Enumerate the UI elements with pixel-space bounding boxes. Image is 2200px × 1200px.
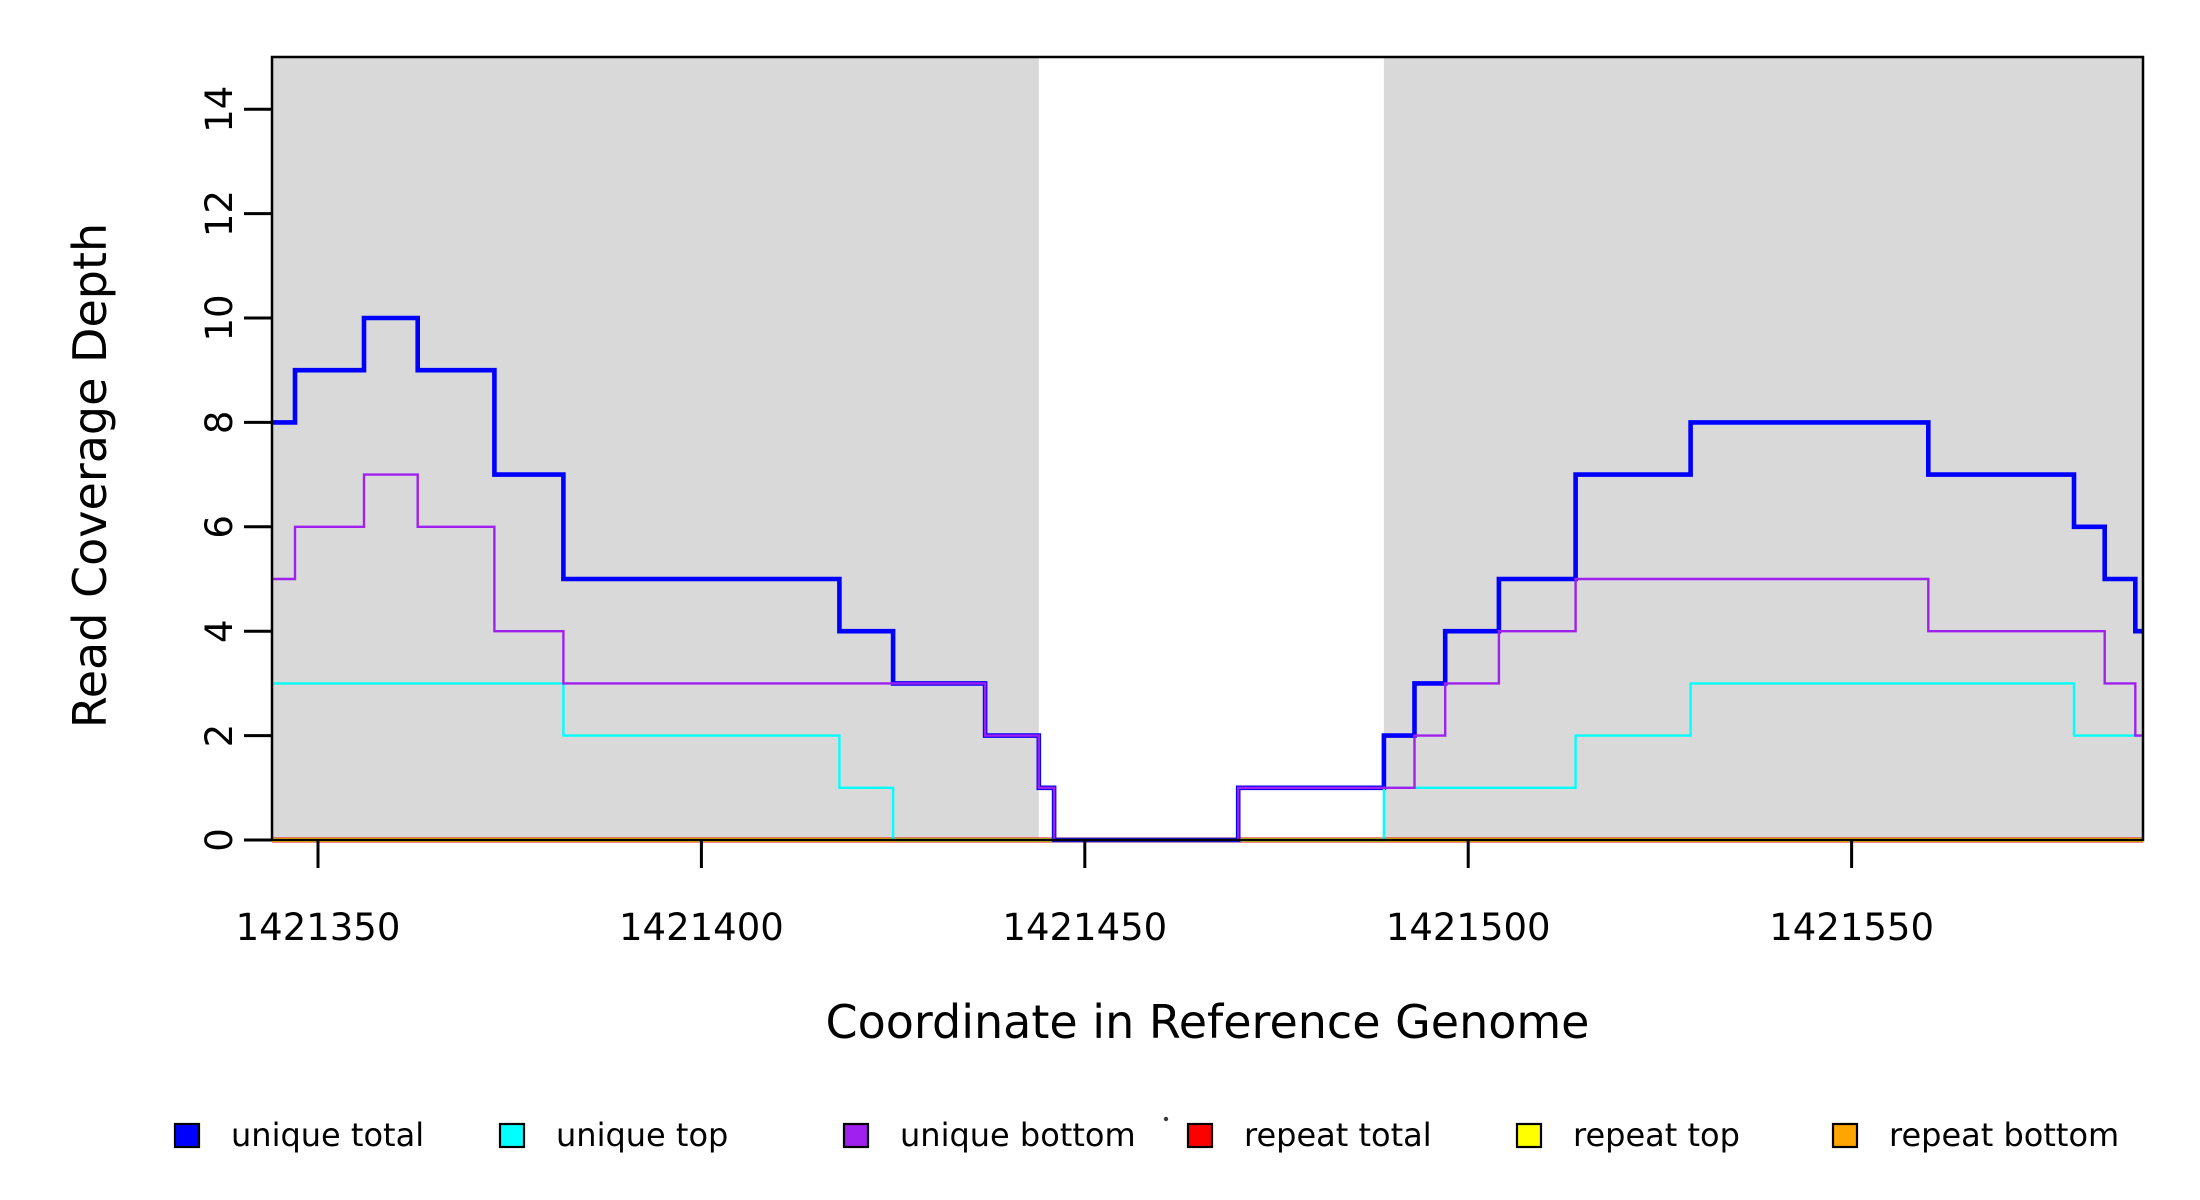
legend-item-label: repeat total xyxy=(1244,1116,1432,1154)
legend-item-label: unique bottom xyxy=(900,1116,1136,1154)
legend-item: unique bottom xyxy=(842,1116,1136,1154)
legend-swatch xyxy=(1186,1122,1214,1149)
shaded-region xyxy=(272,57,1039,840)
y-tick-label: 12 xyxy=(198,190,241,237)
legend: unique total unique top unique bottom repea… xyxy=(173,1116,2119,1154)
x-tick-label: 1421450 xyxy=(1002,906,1167,949)
legend-item: repeat bottom xyxy=(1831,1116,2119,1154)
x-tick-label: 1421350 xyxy=(236,906,401,949)
shaded-regions xyxy=(272,57,2143,840)
x-axis-title: Coordinate in Reference Genome xyxy=(826,995,1590,1049)
legend-swatch xyxy=(498,1122,526,1149)
legend-swatch xyxy=(1515,1122,1543,1149)
y-tick-label: 0 xyxy=(198,828,241,852)
x-axis: 1421350 1421400 1421450 1421500 1421550 xyxy=(236,840,1934,949)
y-tick-label: 2 xyxy=(198,724,241,748)
y-tick-label: 10 xyxy=(198,294,241,341)
legend-item-label: unique total xyxy=(231,1116,424,1154)
legend-item: unique total xyxy=(173,1116,424,1154)
legend-item-label: unique top xyxy=(556,1116,728,1154)
legend-item-label: repeat top xyxy=(1573,1116,1740,1154)
y-tick-label: 8 xyxy=(198,411,241,435)
stray-dot xyxy=(1163,1116,1169,1122)
y-tick-label: 6 xyxy=(198,515,241,539)
legend-swatch xyxy=(1831,1122,1859,1149)
x-tick-label: 1421500 xyxy=(1386,906,1551,949)
legend-item: repeat top xyxy=(1515,1116,1740,1154)
y-tick-label: 4 xyxy=(198,619,241,643)
legend-swatch xyxy=(173,1122,201,1149)
legend-item: unique top xyxy=(498,1116,728,1154)
x-tick-label: 1421400 xyxy=(619,906,784,949)
shaded-region xyxy=(1383,57,2143,840)
legend-swatch xyxy=(842,1122,870,1149)
x-tick-label: 1421550 xyxy=(1769,906,1934,949)
plot-box-border xyxy=(270,55,2145,842)
legend-item-label: repeat bottom xyxy=(1889,1116,2119,1154)
series-line-unique-top xyxy=(272,682,2143,842)
y-tick-label: 14 xyxy=(198,86,241,133)
y-axis-title: Read Coverage Depth xyxy=(63,223,117,728)
legend-item: repeat total xyxy=(1186,1116,1432,1154)
y-axis: 0 2 4 6 8 10 12 14 xyxy=(198,86,272,852)
